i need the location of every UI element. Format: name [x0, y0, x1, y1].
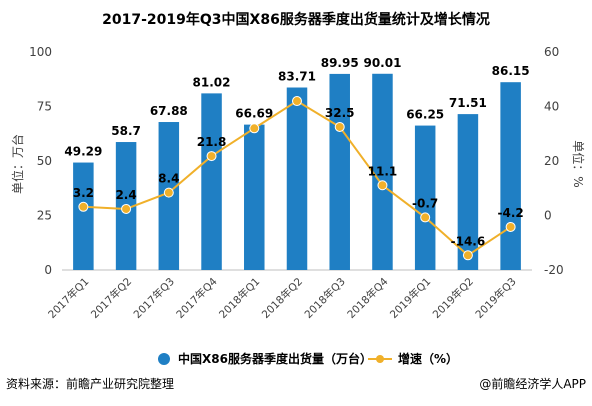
y2-axis-ticks: -20 0 20 40 60	[544, 45, 564, 277]
growth-marker	[78, 201, 89, 212]
x-tick-label: 2018年Q2	[259, 275, 305, 321]
bar	[244, 124, 265, 270]
bar-value-label: 71.51	[449, 96, 487, 110]
growth-marker	[249, 123, 260, 134]
growth-marker	[292, 96, 302, 107]
bar-value-label: 67.88	[150, 104, 188, 118]
bar-series	[73, 73, 521, 271]
source-note: 资料来源：前瞻产业研究院整理	[6, 376, 174, 391]
x-tick-label: 2019年Q2	[430, 275, 476, 321]
growth-marker	[206, 151, 217, 162]
chart-title: 2017-2019年Q3中国X86服务器季度出货量统计及增长情况	[102, 11, 490, 28]
bar-value-label: 66.69	[235, 107, 273, 121]
bar-value-label: 83.71	[278, 70, 316, 84]
growth-value-label: -0.7	[412, 196, 438, 210]
growth-value-label: 32.5	[325, 106, 355, 120]
growth-marker	[121, 203, 132, 214]
bar	[414, 125, 436, 270]
y-tick-label: 25	[37, 209, 52, 223]
x-tick-label: 2017年Q1	[45, 275, 91, 321]
x-tick-label: 2018年Q4	[344, 275, 390, 321]
bar	[457, 114, 479, 270]
y2-tick-label: 0	[544, 209, 552, 223]
growth-value-label: -14.6	[451, 234, 486, 248]
growth-value-label: 11.1	[368, 164, 398, 178]
bar	[286, 87, 308, 270]
bar	[73, 162, 94, 270]
bar	[329, 73, 350, 270]
bar-data-labels: 49.29 58.7 67.88 81.02 66.69 83.71 89.95 90.01 6…	[64, 56, 529, 159]
growth-marker	[334, 121, 345, 132]
growth-markers	[78, 96, 516, 261]
bar	[201, 93, 222, 270]
bar	[500, 82, 521, 271]
y-tick-label: 75	[37, 100, 52, 114]
y2-tick-label: 20	[544, 154, 559, 168]
y-axis-ticks: 0 25 50 75 100	[29, 45, 52, 277]
legend-line-label: 增速（%）	[398, 351, 458, 366]
growth-value-label: 21.8	[197, 135, 227, 149]
y-tick-label: 100	[29, 45, 52, 59]
growth-marker	[163, 187, 174, 198]
y-tick-label: 50	[37, 154, 52, 168]
growth-marker	[420, 212, 431, 223]
bar-value-label: 66.25	[406, 108, 444, 122]
bar-value-label: 86.15	[492, 64, 530, 78]
y2-tick-label: 40	[544, 100, 559, 114]
y2-tick-label: -20	[544, 263, 564, 277]
growth-value-label: 3.2	[73, 186, 94, 200]
bar-value-label: 81.02	[193, 75, 231, 89]
growth-marker	[505, 221, 516, 232]
growth-data-labels: 3.2 2.4 8.4 21.8 32.5 11.1 -0.7 -14.6 -4.2	[73, 106, 524, 248]
x-tick-label: 2017年Q4	[174, 275, 220, 321]
legend: 中国X86服务器季度出货量（万台） 增速（%）	[158, 351, 458, 366]
x-tick-label: 2018年Q3	[302, 275, 348, 321]
legend-bar-swatch	[158, 353, 170, 365]
brand-label: @前瞻经济学人APP	[479, 376, 586, 391]
y2-tick-label: 60	[544, 45, 559, 59]
growth-marker	[462, 250, 473, 261]
legend-bar-label: 中国X86服务器季度出货量（万台）	[178, 351, 372, 366]
bar-value-label: 58.7	[111, 124, 141, 138]
x-tick-label: 2019年Q1	[387, 275, 433, 321]
x-tick-label: 2018年Q1	[216, 275, 262, 321]
bar-value-label: 90.01	[363, 56, 401, 70]
x-axis-ticks: 2017年Q12017年Q22017年Q32017年Q42018年Q12018年…	[45, 275, 518, 321]
legend-line-marker	[376, 355, 384, 363]
y-axis-label: 单位：万台	[10, 134, 25, 194]
x-tick-label: 2019年Q3	[473, 275, 519, 321]
bar-value-label: 89.95	[321, 56, 359, 70]
x-tick-label: 2017年Q3	[131, 275, 177, 321]
y2-axis-label: 单位：%	[571, 140, 586, 187]
bar-value-label: 49.29	[64, 145, 102, 159]
bar	[372, 73, 393, 270]
y-tick-label: 0	[44, 263, 52, 277]
growth-value-label: -4.2	[498, 206, 524, 220]
growth-value-label: 2.4	[115, 188, 136, 202]
x-tick-label: 2017年Q2	[88, 275, 134, 321]
growth-value-label: 8.4	[158, 172, 179, 186]
growth-marker	[377, 180, 388, 191]
